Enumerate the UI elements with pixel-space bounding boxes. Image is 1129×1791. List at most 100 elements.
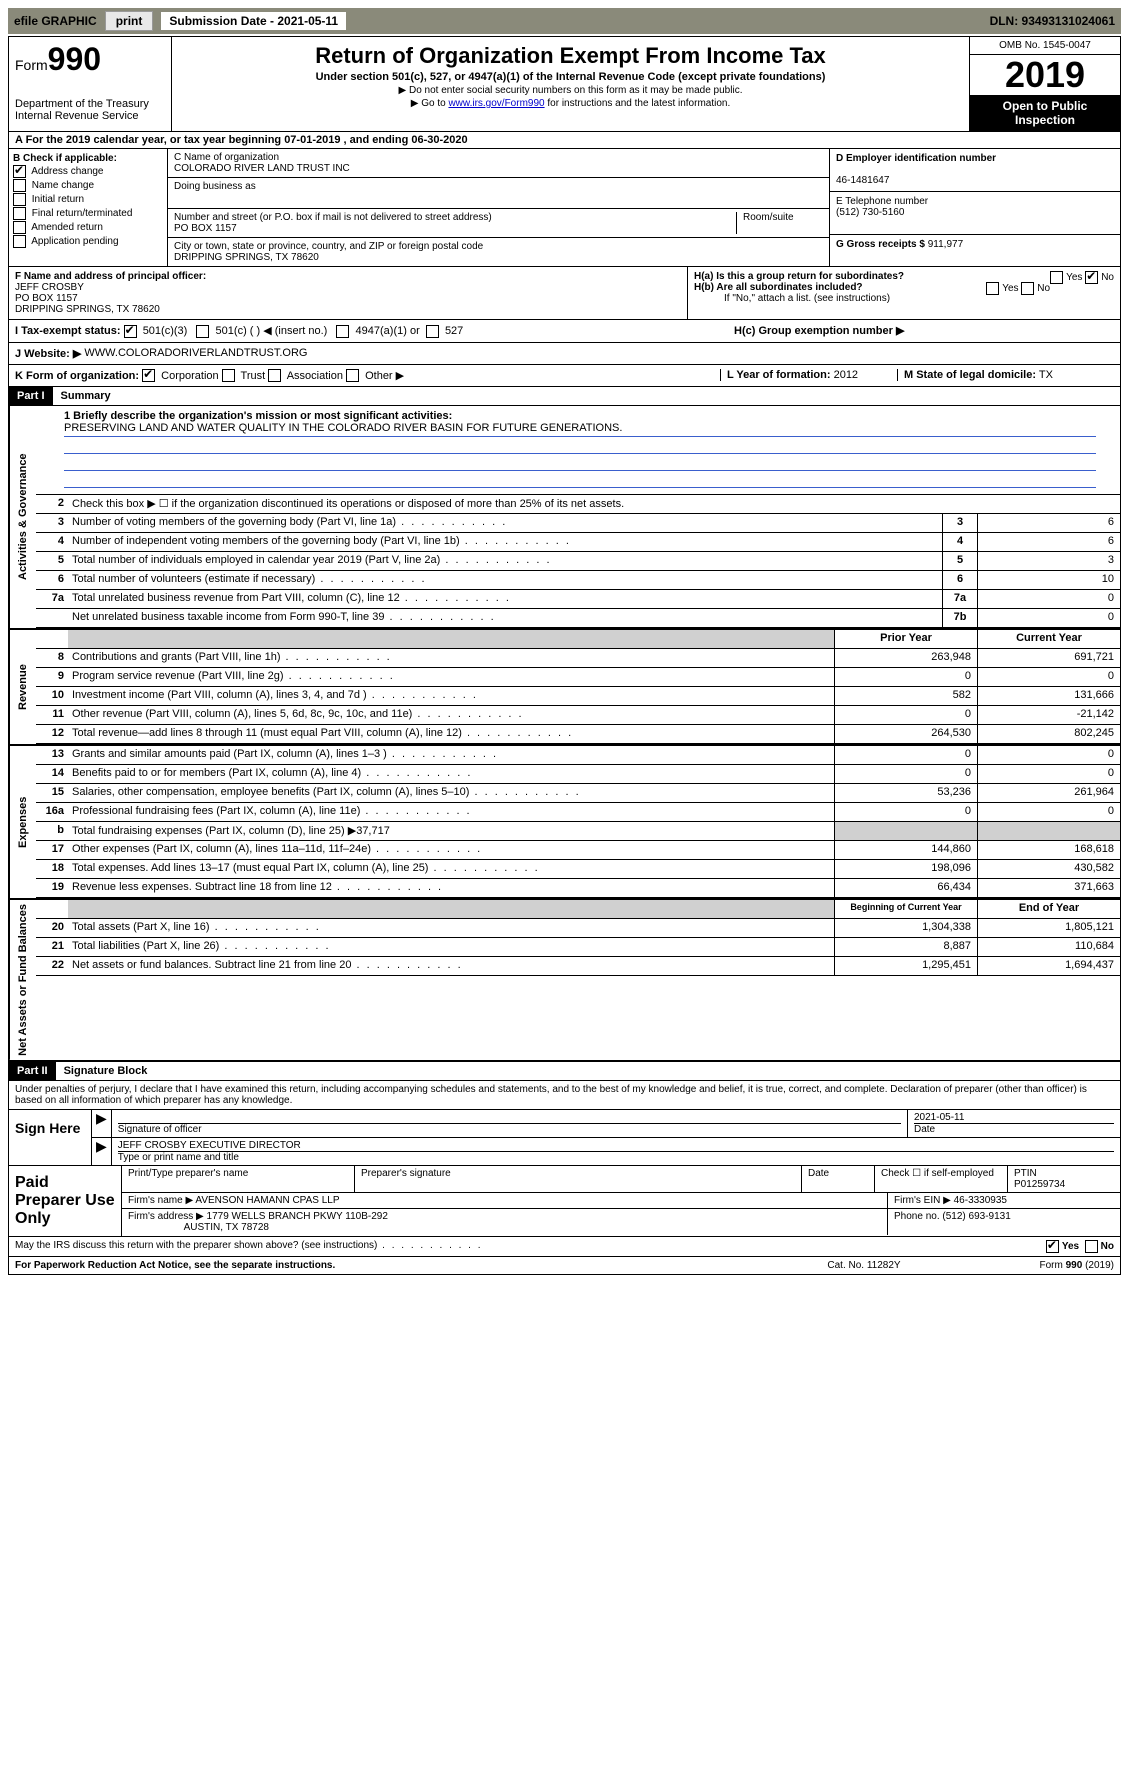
prep-phone-label: Phone no. <box>894 1211 940 1222</box>
inspection-badge: Open to Public Inspection <box>970 95 1120 131</box>
sig-intro: Under penalties of perjury, I declare th… <box>9 1081 1120 1110</box>
org-name-label: C Name of organization <box>174 152 823 163</box>
501c-checkbox[interactable] <box>196 325 209 338</box>
ha-yes-checkbox[interactable] <box>1050 271 1063 284</box>
addr-label: Number and street (or P.O. box if mail i… <box>174 212 730 223</box>
colb-checkbox-2[interactable] <box>13 193 26 206</box>
vtab-expenses: Expenses <box>9 746 36 898</box>
korg-checkbox-2[interactable] <box>268 369 281 382</box>
omb-number: OMB No. 1545-0047 <box>970 37 1120 55</box>
footer-right: Form 990 (2019) <box>964 1260 1114 1271</box>
form-container: Form990 Department of the Treasury Inter… <box>8 36 1121 1275</box>
col-d-info: D Employer identification number 46-1481… <box>829 149 1120 266</box>
ha-label: H(a) Is this a group return for subordin… <box>694 271 904 282</box>
prior-year-header: Prior Year <box>834 630 977 648</box>
korg-checkbox-1[interactable] <box>222 369 235 382</box>
website-row: J Website: ▶ WWW.COLORADORIVERLANDTRUST.… <box>9 343 1120 365</box>
type-name-label: Type or print name and title <box>118 1151 1114 1163</box>
revenue-group: Revenue Prior Year Current Year 8Contrib… <box>9 630 1120 746</box>
entity-info-row: B Check if applicable: Address change Na… <box>9 149 1120 267</box>
officer-group-row: F Name and address of principal officer:… <box>9 267 1120 320</box>
submission-date: Submission Date - 2021-05-11 <box>161 12 346 30</box>
col-b-checkboxes: B Check if applicable: Address change Na… <box>9 149 168 266</box>
prep-sig-label: Preparer's signature <box>355 1166 802 1192</box>
sig-officer-label: Signature of officer <box>118 1123 901 1135</box>
dba-label: Doing business as <box>174 181 823 192</box>
m-value: TX <box>1039 369 1053 381</box>
vtab-governance: Activities & Governance <box>9 406 36 628</box>
status-label: I Tax-exempt status: <box>15 325 121 337</box>
colb-checkbox-3[interactable] <box>13 207 26 220</box>
form-header: Form990 Department of the Treasury Inter… <box>9 37 1120 132</box>
part-ii-header: Part II <box>9 1062 56 1080</box>
firm-ein-label: Firm's EIN ▶ <box>894 1195 951 1206</box>
website-value: WWW.COLORADORIVERLANDTRUST.ORG <box>84 347 307 359</box>
form-title: Return of Organization Exempt From Incom… <box>182 43 959 69</box>
discuss-yes-checkbox[interactable] <box>1046 1240 1059 1253</box>
sig-date: 2021-05-11 <box>914 1112 964 1123</box>
city-label: City or town, state or province, country… <box>174 241 823 252</box>
part-i-title: Summary <box>53 387 119 405</box>
k-label: K Form of organization: <box>15 370 139 382</box>
ein-label: D Employer identification number <box>836 153 996 164</box>
phone-label: E Telephone number <box>836 196 928 207</box>
officer-addr2: DRIPPING SPRINGS, TX 78620 <box>15 304 160 315</box>
korg-checkbox-3[interactable] <box>346 369 359 382</box>
website-label: J Website: ▶ <box>15 347 81 360</box>
ein-value: 46-1481647 <box>836 175 889 186</box>
ptin-value: P01259734 <box>1014 1179 1065 1190</box>
note-goto-pre: ▶ Go to <box>411 98 449 109</box>
ptin-label: PTIN <box>1014 1168 1037 1179</box>
ha-no-checkbox[interactable] <box>1085 271 1098 284</box>
gross-value: 911,977 <box>928 239 963 250</box>
colb-checkbox-5[interactable] <box>13 235 26 248</box>
line2-desc: Check this box ▶ ☐ if the organization d… <box>68 495 1120 513</box>
dln-label: DLN: 93493131024061 <box>990 14 1115 28</box>
gross-label: G Gross receipts $ <box>836 239 925 250</box>
discuss-label: May the IRS discuss this return with the… <box>15 1240 1046 1253</box>
colb-checkbox-4[interactable] <box>13 221 26 234</box>
instructions-link[interactable]: www.irs.gov/Form990 <box>448 98 544 109</box>
part-i-header: Part I <box>9 387 53 405</box>
discuss-no-checkbox[interactable] <box>1085 1240 1098 1253</box>
hb-yes-checkbox[interactable] <box>986 282 999 295</box>
l-value: 2012 <box>834 369 858 381</box>
vtab-revenue: Revenue <box>9 630 36 744</box>
line1-label: 1 Briefly describe the organization's mi… <box>64 410 452 422</box>
print-button[interactable]: print <box>105 11 154 31</box>
hb-no-checkbox[interactable] <box>1021 282 1034 295</box>
527-checkbox[interactable] <box>426 325 439 338</box>
col-b-label: B Check if applicable: <box>13 153 117 164</box>
col-c-org: C Name of organization COLORADO RIVER LA… <box>168 149 829 266</box>
footer: For Paperwork Reduction Act Notice, see … <box>9 1257 1120 1274</box>
4947-checkbox[interactable] <box>336 325 349 338</box>
hc-label: H(c) Group exemption number ▶ <box>734 325 904 337</box>
firm-name-label: Firm's name ▶ <box>128 1195 193 1206</box>
officer-name: JEFF CROSBY <box>15 282 84 293</box>
form-number: 990 <box>48 41 101 77</box>
sign-here-label: Sign Here <box>9 1110 92 1165</box>
phone-value: (512) 730-5160 <box>836 207 904 218</box>
form-word: Form <box>15 57 48 73</box>
city-value: DRIPPING SPRINGS, TX 78620 <box>174 252 823 263</box>
org-name: COLORADO RIVER LAND TRUST INC <box>174 163 823 174</box>
part-i: Part I Summary <box>9 387 1120 406</box>
footer-left: For Paperwork Reduction Act Notice, see … <box>15 1260 764 1271</box>
activities-governance-group: Activities & Governance 1 Briefly descri… <box>9 406 1120 630</box>
footer-mid: Cat. No. 11282Y <box>764 1260 964 1271</box>
m-label: M State of legal domicile: <box>904 369 1036 381</box>
efile-label: efile GRAPHIC <box>14 14 97 28</box>
firm-addr: 1779 WELLS BRANCH PKWY 110B-292 <box>207 1211 388 1222</box>
colb-checkbox-0[interactable] <box>13 165 26 178</box>
dept-label: Department of the Treasury Internal Reve… <box>15 98 165 122</box>
room-label: Room/suite <box>737 212 823 234</box>
hb-note: If "No," attach a list. (see instruction… <box>694 293 1114 304</box>
colb-checkbox-1[interactable] <box>13 179 26 192</box>
prep-date-label: Date <box>802 1166 875 1192</box>
addr-value: PO BOX 1157 <box>174 223 730 234</box>
check-self: Check ☐ if self-employed <box>875 1166 1008 1192</box>
note-goto-post: for instructions and the latest informat… <box>545 98 731 109</box>
501c3-checkbox[interactable] <box>124 325 137 338</box>
prep-name-label: Print/Type preparer's name <box>122 1166 355 1192</box>
korg-checkbox-0[interactable] <box>142 369 155 382</box>
